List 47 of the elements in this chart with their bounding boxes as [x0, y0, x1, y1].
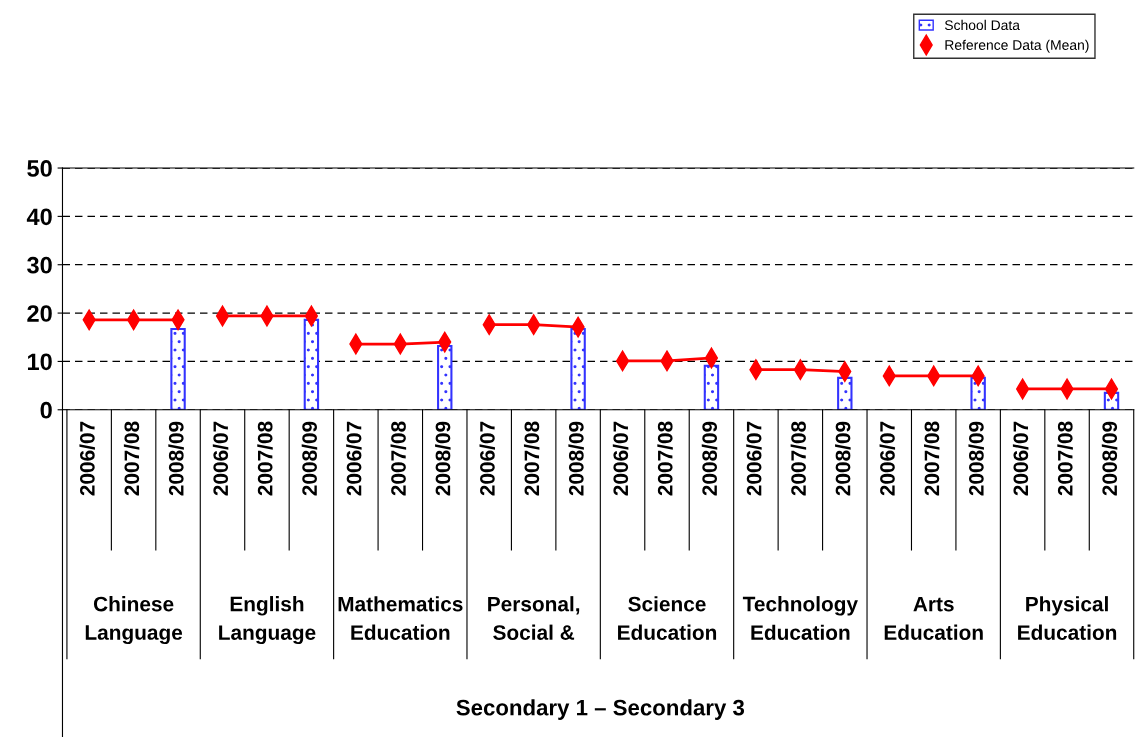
x-tick-label: 2006/07: [1012, 421, 1029, 496]
bar: [837, 376, 853, 410]
x-tick-label: 2008/09: [301, 421, 318, 496]
x-tick-label: 2007/08: [923, 421, 940, 496]
text: Science Education: [618, 596, 717, 640]
x-tick-label: 2008/09: [435, 421, 451, 496]
y-tick-label: 10: [27, 353, 52, 371]
x-tick-label: 2006/07: [79, 421, 95, 496]
y-tick-label: 0: [40, 401, 52, 419]
text: Arts Education: [884, 596, 983, 640]
text: Personal, Social &: [488, 596, 580, 640]
y-tick-label: 20: [27, 305, 52, 322]
x-tick-label: 2008/09: [968, 421, 984, 496]
bar: [570, 327, 586, 410]
x-tick-label: 2008/09: [1101, 421, 1118, 496]
x-tick-label: 2007/08: [523, 421, 540, 496]
y-tick-label: 40: [26, 208, 52, 226]
text: English Language: [219, 596, 316, 645]
x-tick-label: 2008/09: [568, 421, 584, 496]
x-tick-label: 2008/09: [168, 421, 184, 496]
x-tick-label: 2006/07: [479, 421, 496, 496]
x-tick-label: 2007/08: [657, 421, 673, 496]
y-tick-label: 50: [27, 160, 52, 177]
text: Physical Education: [1018, 596, 1117, 640]
x-tick-label: 2006/07: [346, 421, 362, 496]
x-tick-label: 2006/07: [879, 421, 896, 496]
bar: [437, 344, 453, 410]
legend-label: Reference Data (Mean): [945, 39, 1089, 53]
text: Mathematics Education: [338, 596, 463, 640]
bar: [170, 327, 186, 410]
x-tick-label: 2007/08: [790, 421, 807, 496]
x-tick-label: 2008/09: [701, 421, 718, 496]
x-tick-label: 2007/08: [390, 421, 407, 496]
x-tick-label: 2008/09: [835, 421, 851, 496]
text: Chinese Language: [85, 596, 183, 645]
text: Secondary 1 – Secondary 3: [456, 699, 745, 720]
x-tick-label: 2006/07: [212, 421, 229, 496]
x-tick-label: 2007/08: [257, 421, 273, 496]
bar: [703, 364, 720, 410]
legend-label: School Data: [944, 19, 1020, 31]
text: Technology Education: [742, 596, 858, 640]
x-tick-label: 2006/07: [612, 421, 629, 496]
x-tick-label: 2007/08: [1057, 421, 1073, 496]
x-tick-label: 2007/08: [123, 421, 140, 496]
bar: [303, 318, 320, 410]
y-tick-label: 30: [27, 256, 52, 274]
x-tick-label: 2006/07: [746, 421, 762, 496]
